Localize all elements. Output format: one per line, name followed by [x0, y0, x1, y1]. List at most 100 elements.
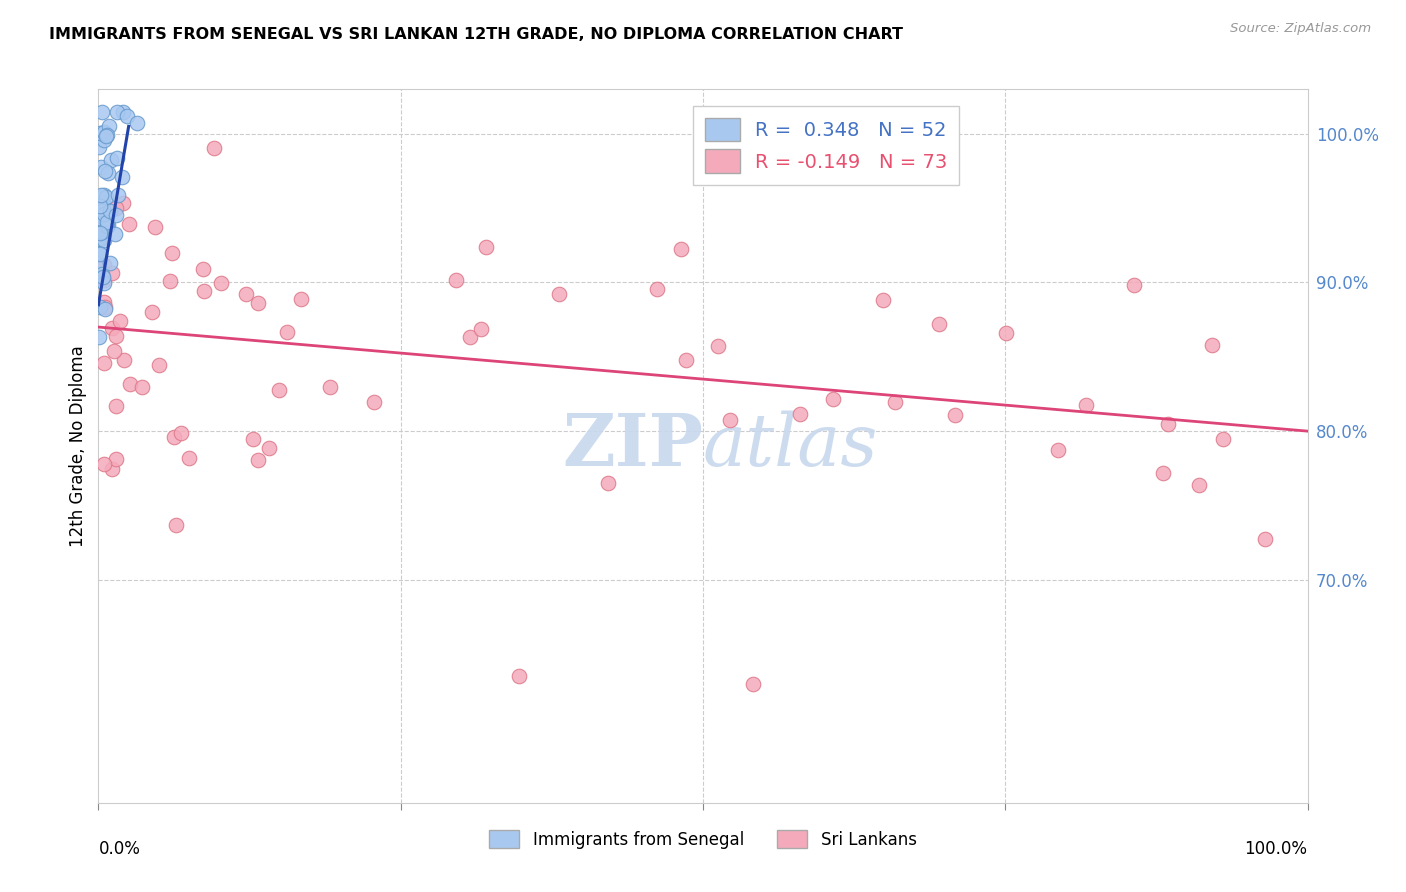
Point: [508, 669, 530, 683]
Point: [100, 462, 122, 476]
Point: [177, 451, 200, 466]
Point: [1152, 467, 1174, 481]
Point: [100, 153, 122, 168]
Point: [91, 196, 114, 211]
Point: [93, 133, 115, 147]
Point: [821, 392, 844, 406]
Point: [108, 314, 131, 328]
Point: [90, 230, 112, 244]
Point: [872, 293, 894, 307]
Point: [148, 358, 170, 372]
Point: [97, 167, 120, 181]
Point: [718, 413, 741, 427]
Point: [548, 287, 571, 301]
Point: [93, 227, 115, 242]
Point: [93, 356, 115, 370]
Point: [202, 141, 225, 155]
Point: [94, 164, 117, 178]
Point: [883, 395, 905, 409]
Point: [363, 395, 385, 409]
Point: [475, 240, 498, 254]
Point: [93, 269, 115, 284]
Point: [87, 245, 110, 260]
Point: [707, 339, 730, 353]
Point: [127, 116, 149, 130]
Point: [1201, 338, 1223, 352]
Point: [105, 104, 128, 119]
Point: [598, 476, 620, 491]
Point: [257, 441, 280, 455]
Point: [742, 677, 765, 691]
Point: [87, 329, 110, 343]
Point: [89, 198, 111, 212]
Point: [193, 284, 215, 298]
Point: [101, 266, 124, 280]
Point: [1188, 478, 1211, 492]
Point: [107, 187, 129, 202]
Point: [789, 407, 811, 421]
Y-axis label: 12th Grade, No Diploma: 12th Grade, No Diploma: [69, 345, 87, 547]
Point: [1212, 432, 1234, 446]
Point: [111, 104, 134, 119]
Point: [96, 128, 118, 143]
Text: ZIP: ZIP: [562, 410, 703, 482]
Point: [115, 109, 138, 123]
Point: [93, 295, 115, 310]
Point: [94, 300, 117, 314]
Point: [93, 125, 115, 139]
Point: [928, 317, 950, 331]
Point: [101, 321, 124, 335]
Point: [89, 226, 111, 240]
Point: [94, 301, 117, 316]
Point: [159, 274, 181, 288]
Point: [110, 169, 132, 184]
Point: [90, 104, 112, 119]
Point: [104, 209, 127, 223]
Point: [96, 215, 118, 229]
Point: [94, 129, 117, 144]
Point: [669, 242, 692, 256]
Point: [120, 377, 142, 392]
Point: [319, 380, 342, 394]
Point: [90, 201, 112, 215]
Point: [107, 151, 129, 165]
Point: [105, 202, 128, 216]
Point: [943, 409, 966, 423]
Point: [131, 380, 153, 394]
Point: [170, 426, 193, 441]
Point: [645, 282, 668, 296]
Point: [1254, 532, 1277, 546]
Point: [87, 257, 110, 271]
Point: [89, 246, 111, 260]
Point: [90, 209, 112, 223]
Point: [90, 267, 112, 281]
Point: [143, 219, 166, 234]
Point: [112, 353, 135, 368]
Point: [246, 295, 269, 310]
Point: [104, 452, 127, 467]
Point: [89, 232, 111, 246]
Point: [246, 453, 269, 467]
Text: Source: ZipAtlas.com: Source: ZipAtlas.com: [1230, 22, 1371, 36]
Point: [276, 326, 298, 340]
Point: [89, 127, 111, 141]
Text: atlas: atlas: [703, 410, 879, 482]
Point: [103, 344, 125, 359]
Point: [111, 195, 134, 210]
Point: [96, 219, 118, 233]
Point: [91, 225, 114, 239]
Point: [93, 233, 115, 247]
Point: [995, 326, 1018, 341]
Point: [118, 218, 141, 232]
Text: IMMIGRANTS FROM SENEGAL VS SRI LANKAN 12TH GRADE, NO DIPLOMA CORRELATION CHART: IMMIGRANTS FROM SENEGAL VS SRI LANKAN 12…: [49, 27, 903, 42]
Point: [90, 188, 112, 202]
Point: [163, 430, 186, 444]
Point: [104, 227, 127, 241]
Point: [1047, 443, 1070, 458]
Point: [675, 352, 697, 367]
Point: [458, 330, 481, 344]
Point: [1157, 417, 1180, 432]
Point: [160, 246, 183, 260]
Point: [91, 213, 114, 227]
Point: [93, 207, 115, 221]
